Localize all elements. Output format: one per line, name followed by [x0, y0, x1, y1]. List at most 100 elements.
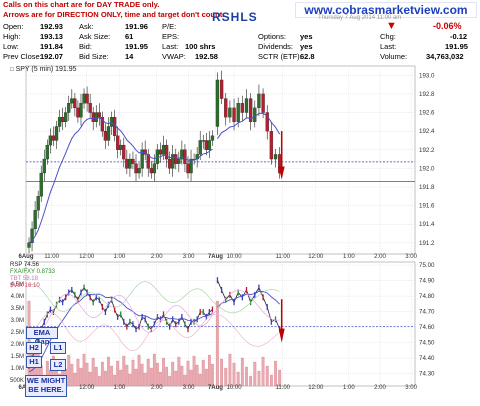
price-x-tick-label: 2:00 — [151, 254, 163, 260]
candle-body — [198, 140, 202, 155]
bid-label: Bid: — [79, 42, 92, 51]
volume-bar — [216, 300, 219, 387]
candle-body — [76, 107, 80, 118]
volume-label: Volume: — [380, 52, 408, 61]
volume-bar — [122, 355, 126, 387]
candle-body — [36, 196, 40, 211]
volume-bar — [143, 372, 147, 387]
chg-label: Chg: — [380, 32, 396, 41]
last-label: Last: — [162, 42, 179, 51]
candle-body — [106, 126, 111, 141]
candle-body — [79, 103, 83, 118]
price-x-tick-label: 12:00 — [79, 254, 95, 260]
lower-ema-day2 — [217, 290, 281, 308]
lower-y-tick-label: 74.50 — [419, 340, 435, 347]
volume-bar — [220, 358, 223, 387]
volume-bar — [79, 367, 83, 387]
candle-body — [140, 149, 144, 169]
bid-value: 191.95 — [125, 42, 148, 51]
volume-bar — [128, 373, 132, 387]
open-label: Open: — [3, 22, 24, 31]
volume-bar — [152, 353, 156, 387]
volume-bar — [240, 357, 244, 387]
candle-body — [161, 144, 166, 155]
vwap-value: 192.58 — [195, 52, 218, 61]
candle-body — [186, 163, 190, 174]
candle-body — [224, 98, 228, 118]
volume-bar — [249, 375, 253, 387]
lower-y-tick-label: 74.90 — [419, 278, 435, 285]
candle-body — [85, 93, 89, 104]
vix-line — [28, 312, 280, 352]
volume-tick-label: 2.5M — [11, 330, 24, 336]
ema-gap-box: EMA Gap — [26, 327, 58, 346]
candle-body — [60, 117, 65, 122]
price-x-tick-label: 11:00 — [275, 254, 290, 260]
candle-body — [215, 79, 220, 127]
tbt-line — [28, 289, 280, 333]
volume-bar — [94, 366, 98, 387]
day-trade-notice: Calls on this chart are for DAY TRADE on… — [1, 0, 241, 20]
volume-tick-label: 1.5M — [11, 354, 24, 360]
volume-bar — [131, 359, 135, 387]
lower-red-arrow-head — [278, 328, 285, 343]
volume-bar — [162, 357, 165, 387]
candle-body — [64, 112, 68, 122]
volume-bar — [236, 371, 240, 387]
candle-body — [48, 135, 53, 146]
price-y-tick-label: 192.4 — [419, 128, 435, 135]
volume-bar — [134, 368, 138, 387]
volume-bar — [228, 353, 232, 387]
candle-body — [240, 103, 244, 113]
price-y-tick-label: 192.0 — [419, 165, 435, 172]
lower-y-tick-label: 74.80 — [419, 293, 435, 300]
candle-body — [236, 103, 240, 122]
candle-body — [232, 107, 236, 122]
price-x-tick-label: 6Aug — [19, 254, 34, 260]
candle-body — [70, 98, 74, 104]
volume-tick-label: 2.0M — [11, 342, 24, 348]
volume-bar — [180, 365, 184, 387]
pe-label: P/E: — [162, 22, 177, 31]
price-x-tick-label: 10:00 — [227, 254, 243, 260]
price-y-tick-label: 191.2 — [419, 240, 435, 247]
volume-bar — [100, 361, 104, 387]
header-date: Thursday 7 Aug 2014 11:00 am — [318, 15, 402, 21]
candle-body — [273, 154, 278, 160]
candle-body — [257, 93, 261, 109]
candle-body — [201, 140, 205, 142]
volume-bar — [88, 371, 92, 387]
volume-bar — [278, 369, 282, 387]
vwap-label: VWAP: — [162, 52, 186, 61]
lower-x-tick-label: 10:00 — [227, 385, 243, 391]
volume-bar — [269, 374, 273, 387]
volume-bar — [113, 374, 117, 387]
candle-body — [183, 149, 187, 164]
site-url-link[interactable]: www.cobrasmarketview.com — [295, 2, 477, 18]
candle-body — [265, 112, 269, 132]
volume-bar — [91, 357, 95, 387]
price-y-tick-label: 191.4 — [419, 221, 435, 228]
volume-bar — [119, 369, 123, 387]
lower-x-tick-label: 12:00 — [308, 385, 324, 391]
h1-box: H1 — [26, 356, 42, 368]
lower-ema-day1 — [28, 293, 213, 373]
candle-body — [171, 154, 175, 169]
volume-bar — [146, 358, 150, 387]
price-y-tick-label: 192.2 — [419, 147, 435, 154]
quote-table: Open: 192.93 High: 193.13 Low: 191.84 Pr… — [0, 20, 480, 64]
lower-x-tick-label: 2:00 — [151, 385, 163, 391]
candle-body — [207, 140, 212, 150]
ask-size-value: 61 — [125, 32, 134, 41]
fxa-line — [28, 281, 280, 314]
candle-body — [137, 168, 141, 174]
volume-bar — [165, 366, 168, 387]
volume-bar — [207, 354, 211, 387]
price-x-tick-label: 1:00 — [114, 254, 126, 260]
lower-y-tick-label: 74.40 — [419, 355, 435, 362]
rsp-legend: RSP 74.56 — [10, 262, 39, 268]
ema-line-day1 — [28, 117, 213, 244]
fxa-legend: FXA/FXY 0.8733 — [10, 269, 55, 275]
volume-bar — [104, 370, 107, 387]
candle-body — [134, 163, 138, 174]
